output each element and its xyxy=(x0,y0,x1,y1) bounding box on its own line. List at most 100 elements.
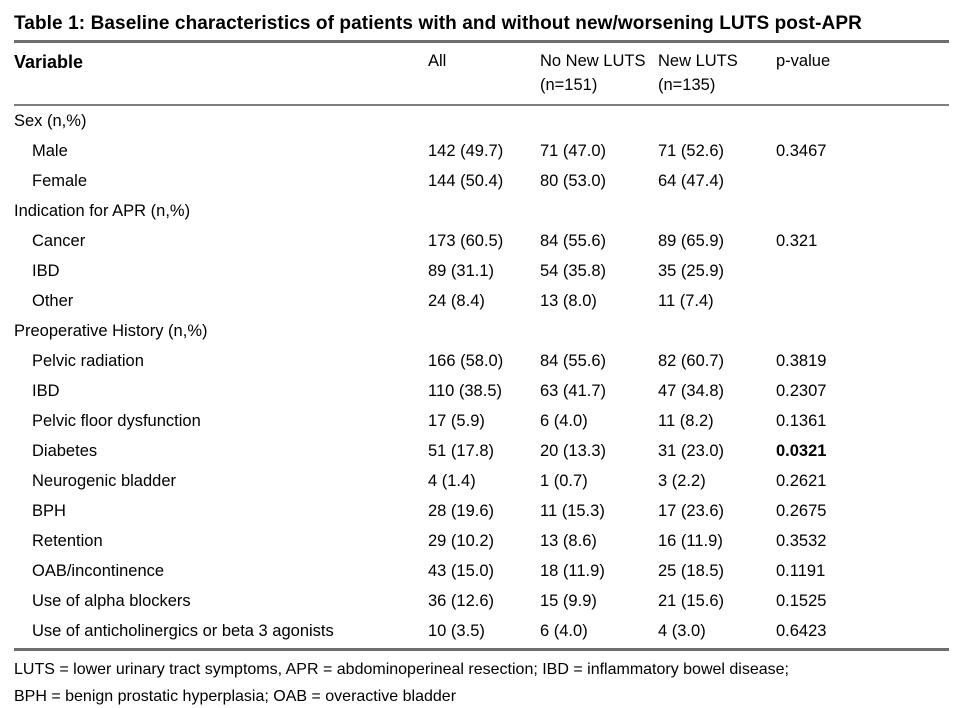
cell-new-luts: 82 (60.7) xyxy=(658,352,725,370)
row-label: Preoperative History (n,%) xyxy=(14,322,208,340)
cell-p-value: 0.2621 xyxy=(776,472,827,490)
cell-p-value: 0.3532 xyxy=(776,532,827,550)
table-row: IBD 89 (31.1) 54 (35.8) 35 (25.9) xyxy=(14,256,949,286)
cell-all: 110 (38.5) xyxy=(428,382,502,400)
cell-all xyxy=(428,316,540,346)
row-label: Use of anticholinergics or beta 3 agonis… xyxy=(14,616,428,651)
footnote-line-1: LUTS = lower urinary tract symptoms, APR… xyxy=(14,661,789,678)
cell-p-value: 0.2675 xyxy=(776,502,827,520)
column-header-variable-label: Variable xyxy=(14,52,84,72)
cell-p-value xyxy=(776,196,949,226)
row-label: IBD xyxy=(32,262,60,280)
cell-new-luts: 35 (25.9) xyxy=(658,262,725,280)
column-header-all: All xyxy=(428,40,540,106)
cell-no-new-luts: 13 (8.0) xyxy=(540,292,597,310)
cell-p-value xyxy=(776,105,949,136)
row-label: Use of alpha blockers xyxy=(32,592,191,610)
cell-p-value: 0.2307 xyxy=(776,382,827,400)
table-row: Pelvic floor dysfunction 17 (5.9) 6 (4.0… xyxy=(14,406,949,436)
cell-no-new-luts: 15 (9.9) xyxy=(540,592,597,610)
table-row: Use of alpha blockers 36 (12.6) 15 (9.9)… xyxy=(14,586,949,616)
column-header-no-new-luts-n: (n=151) xyxy=(540,76,598,94)
table-header: Variable All No New LUTS (n=151) New LUT… xyxy=(14,40,949,106)
table-row: BPH 28 (19.6) 11 (15.3) 17 (23.6) 0.2675 xyxy=(14,496,949,526)
cell-new-luts: 21 (15.6) xyxy=(658,592,725,610)
cell-no-new-luts: 54 (35.8) xyxy=(540,262,607,280)
column-header-p-value-label: p-value xyxy=(776,52,831,70)
baseline-characteristics-table: Variable All No New LUTS (n=151) New LUT… xyxy=(14,40,949,651)
cell-p-value: 0.6423 xyxy=(776,616,949,651)
table-row: Use of anticholinergics or beta 3 agonis… xyxy=(14,616,949,651)
cell-no-new-luts: 6 (4.0) xyxy=(540,616,658,651)
column-header-all-label: All xyxy=(428,52,447,70)
cell-all: 142 (49.7) xyxy=(428,142,504,160)
table-row: Neurogenic bladder 4 (1.4) 1 (0.7) 3 (2.… xyxy=(14,466,949,496)
cell-all: 173 (60.5) xyxy=(428,232,504,250)
cell-no-new-luts: 80 (53.0) xyxy=(540,172,607,190)
cell-no-new-luts: 11 (15.3) xyxy=(540,502,605,520)
row-label: Cancer xyxy=(32,232,86,250)
cell-new-luts: 11 (8.2) xyxy=(658,412,714,430)
cell-all: 17 (5.9) xyxy=(428,412,485,430)
table-title: Table 1: Baseline characteristics of pat… xyxy=(14,13,862,34)
table-row: IBD 110 (38.5) 63 (41.7) 47 (34.8) 0.230… xyxy=(14,376,949,406)
cell-new-luts: 31 (23.0) xyxy=(658,442,725,460)
row-label: Indication for APR (n,%) xyxy=(14,202,191,220)
cell-no-new-luts: 84 (55.6) xyxy=(540,352,607,370)
cell-all: 24 (8.4) xyxy=(428,292,485,310)
cell-p-value: 0.3467 xyxy=(776,142,827,160)
row-label: Pelvic radiation xyxy=(32,352,144,370)
column-header-p-value: p-value xyxy=(776,40,949,106)
cell-new-luts xyxy=(658,316,776,346)
cell-new-luts xyxy=(658,196,776,226)
row-label: Diabetes xyxy=(32,442,98,460)
header-row: Variable All No New LUTS (n=151) New LUT… xyxy=(14,40,949,106)
row-label: Other xyxy=(32,292,74,310)
cell-no-new-luts: 18 (11.9) xyxy=(540,562,605,580)
cell-new-luts: 17 (23.6) xyxy=(658,502,725,520)
table-row: Retention 29 (10.2) 13 (8.6) 16 (11.9) 0… xyxy=(14,526,949,556)
footnote-line-2: BPH = benign prostatic hyperplasia; OAB … xyxy=(14,688,457,705)
cell-p-value: 0.0321 xyxy=(776,442,827,460)
row-label: Neurogenic bladder xyxy=(32,472,177,490)
cell-p-value: 0.1361 xyxy=(776,412,827,430)
cell-p-value: 0.1191 xyxy=(776,562,826,580)
column-header-no-new-luts-label: No New LUTS xyxy=(540,52,646,70)
column-header-new-luts-label: New LUTS xyxy=(658,52,738,70)
table-row: Pelvic radiation 166 (58.0) 84 (55.6) 82… xyxy=(14,346,949,376)
cell-new-luts: 4 (3.0) xyxy=(658,616,776,651)
table-row: Other 24 (8.4) 13 (8.0) 11 (7.4) xyxy=(14,286,949,316)
cell-new-luts: 3 (2.2) xyxy=(658,472,706,490)
cell-no-new-luts: 71 (47.0) xyxy=(540,142,607,160)
column-header-new-luts: New LUTS (n=135) xyxy=(658,40,776,106)
cell-new-luts: 47 (34.8) xyxy=(658,382,725,400)
cell-all: 29 (10.2) xyxy=(428,532,495,550)
table-body: Sex (n,%) Male 142 (49.7) 71 (47.0) 71 (… xyxy=(14,105,949,651)
cell-new-luts: 25 (18.5) xyxy=(658,562,725,580)
column-header-variable: Variable xyxy=(14,40,428,106)
cell-all: 144 (50.4) xyxy=(428,172,504,190)
cell-all: 51 (17.8) xyxy=(428,442,495,460)
cell-no-new-luts: 20 (13.3) xyxy=(540,442,607,460)
cell-no-new-luts: 1 (0.7) xyxy=(540,472,588,490)
row-label: Sex (n,%) xyxy=(14,112,87,130)
table-row: Indication for APR (n,%) xyxy=(14,196,949,226)
cell-no-new-luts: 63 (41.7) xyxy=(540,382,607,400)
table-row: Cancer 173 (60.5) 84 (55.6) 89 (65.9) 0.… xyxy=(14,226,949,256)
cell-new-luts: 11 (7.4) xyxy=(658,292,714,310)
cell-new-luts: 71 (52.6) xyxy=(658,142,725,160)
cell-all: 89 (31.1) xyxy=(428,262,495,280)
cell-no-new-luts xyxy=(540,316,658,346)
column-header-no-new-luts: No New LUTS (n=151) xyxy=(540,40,658,106)
cell-all: 166 (58.0) xyxy=(428,352,504,370)
cell-all: 43 (15.0) xyxy=(428,562,495,580)
row-label: Female xyxy=(32,172,88,190)
cell-new-luts: 64 (47.4) xyxy=(658,172,725,190)
cell-new-luts: 89 (65.9) xyxy=(658,232,725,250)
cell-p-value: 0.1525 xyxy=(776,592,827,610)
table-row: Preoperative History (n,%) xyxy=(14,316,949,346)
cell-no-new-luts: 6 (4.0) xyxy=(540,412,588,430)
cell-no-new-luts xyxy=(540,196,658,226)
cell-new-luts: 16 (11.9) xyxy=(658,532,723,550)
